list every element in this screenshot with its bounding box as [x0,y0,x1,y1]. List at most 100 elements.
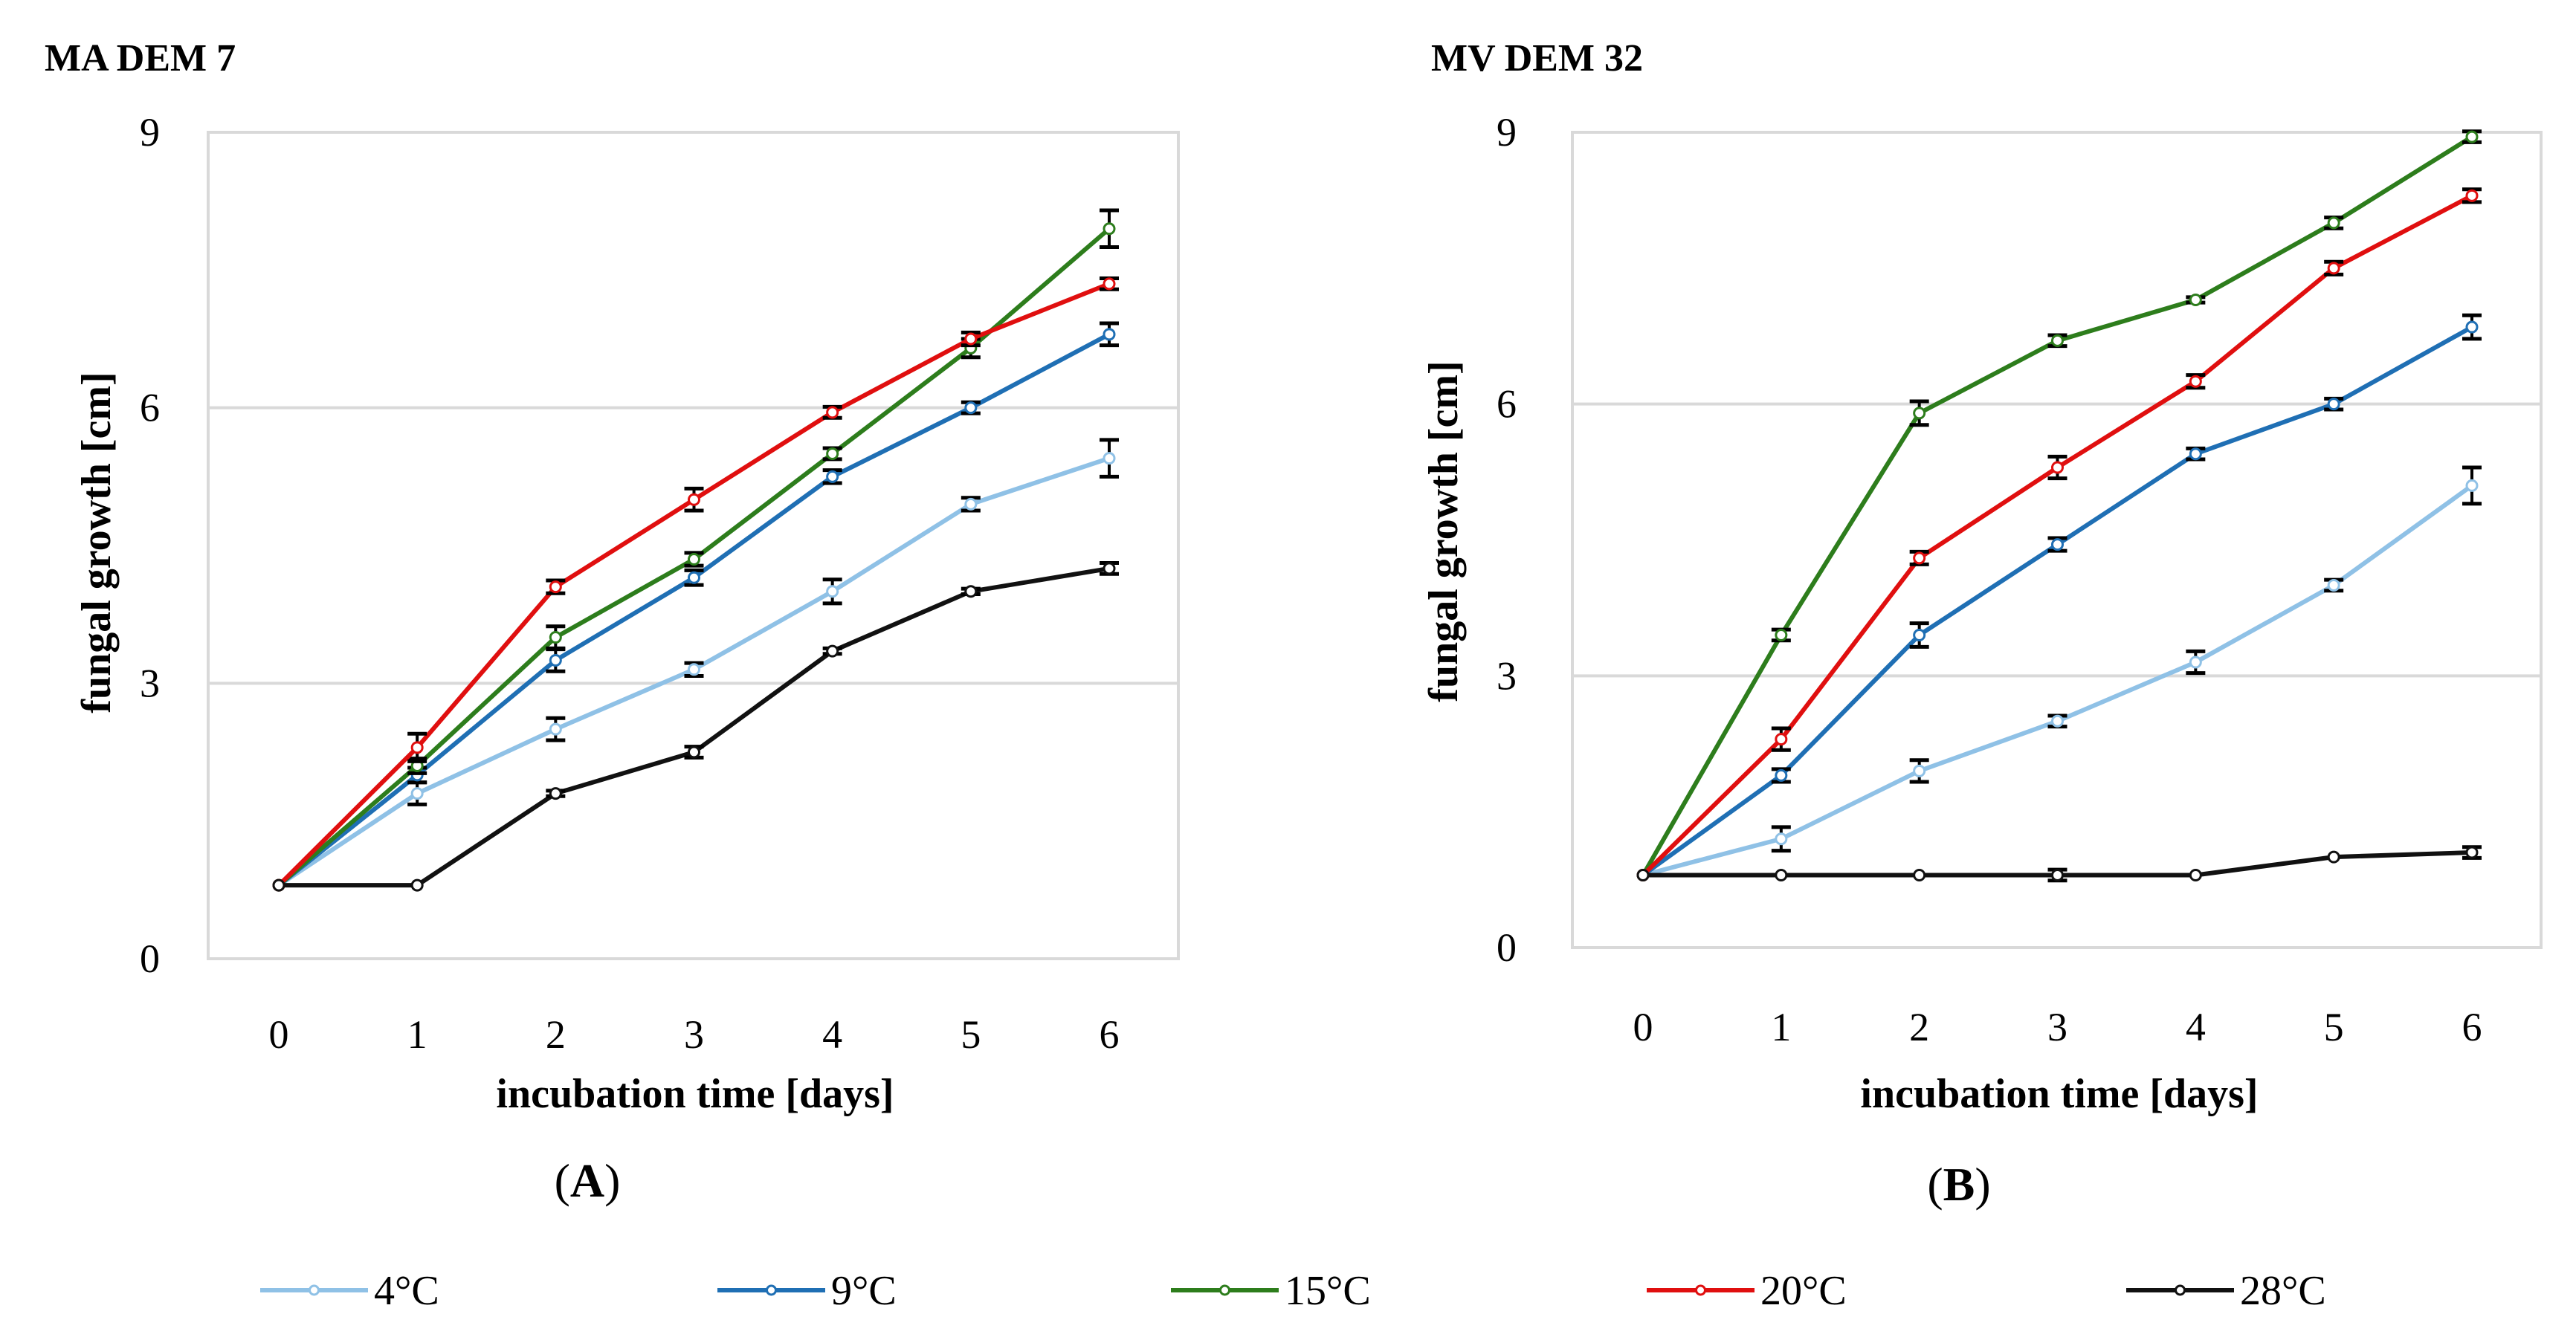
data-point [964,497,978,511]
data-point [410,878,424,892]
data-point [410,787,424,800]
data-point [2189,375,2202,388]
y-tick-label: 3 [1497,653,1517,698]
data-point [1775,832,1788,846]
data-point [2051,714,2064,728]
legend-item-4c: 4°C [260,1268,439,1314]
data-point [688,663,700,676]
series-20c [272,276,1119,892]
data-point [549,653,562,667]
data-point [2051,334,2064,347]
data-point [826,447,839,460]
y-tick-label: 9 [1497,110,1517,155]
x-tick-label: 4 [822,1012,842,1057]
data-point [2465,320,2479,334]
data-point [2189,656,2202,669]
legend-marker [2175,1284,2186,1296]
x-tick-label: 1 [407,1012,427,1057]
x-tick-label: 3 [684,1012,704,1057]
data-point [1913,868,1926,881]
x-tick-label: 0 [269,1012,289,1057]
data-point [964,401,978,415]
data-point [2465,130,2479,143]
data-point [410,741,424,754]
chart-panel-a: MA DEM 7 0 3 6 9 0 1 2 3 4 5 6 incubation time [days… [45,37,1180,1207]
legend: 4°C 9°C 15°C 20°C 28°C [260,1268,2326,1314]
data-point [549,631,562,644]
data-point [1775,868,1788,881]
data-point [1103,277,1116,291]
x-tick-label: 1 [1771,1005,1791,1049]
data-point [1913,407,1926,420]
data-point [1775,733,1788,746]
legend-label: 9°C [831,1268,897,1314]
data-point [826,406,839,419]
data-point [826,585,839,598]
x-tick-label: 6 [1100,1012,1120,1057]
data-point [549,787,562,800]
legend-label: 4°C [374,1268,439,1314]
y-tick-label: 6 [1497,382,1517,427]
data-point [688,745,700,759]
series-line [1642,325,2473,877]
y-tick-label: 0 [140,936,160,981]
data-point [2327,850,2340,864]
data-point [2465,846,2479,859]
data-point [688,571,700,584]
x-tick-label: 5 [961,1012,981,1057]
legend-marker [766,1284,777,1296]
legend-label: 20°C [1760,1268,1847,1314]
series-9c [1636,313,2482,881]
panel-label: (A) [555,1154,621,1207]
x-tick-label: 3 [2047,1005,2067,1049]
x-axis-label: incubation time [days] [1860,1071,2258,1117]
plot-area [207,131,1180,960]
data-point [549,580,562,594]
data-point [2327,398,2340,411]
data-point [2465,189,2479,202]
legend-marker [1219,1284,1230,1296]
y-tick-label: 0 [1497,925,1517,970]
data-point [688,553,700,566]
data-point [1103,562,1116,575]
data-point [272,878,285,892]
legend-label: 28°C [2240,1268,2326,1314]
data-point [964,585,978,598]
data-point [2189,868,2202,881]
y-tick-label: 9 [140,110,160,155]
series-28c [272,560,1119,892]
legend-marker [309,1284,320,1296]
legend-item-20c: 20°C [1647,1268,1847,1314]
data-point [1775,768,1788,782]
chart-title: MA DEM 7 [45,37,236,80]
data-point [826,470,839,483]
plot-area [1571,131,2543,949]
data-point [1103,222,1116,236]
data-point [2327,262,2340,275]
panel-label: (B) [1927,1158,1990,1211]
data-point [1913,551,1926,565]
x-tick-label: 2 [546,1012,566,1057]
series-28c [1636,845,2482,883]
x-tick-label: 2 [1909,1005,1929,1049]
series-line [1641,193,2473,877]
series-line [1641,135,2473,876]
data-point [1103,328,1116,341]
data-point [688,493,700,506]
data-point [1636,868,1650,881]
series-4c [272,438,1119,892]
y-tick-label: 3 [140,661,160,705]
data-point [1913,628,1926,641]
data-point [549,722,562,736]
x-tick-label: 5 [2324,1005,2344,1049]
data-point [2051,868,2064,881]
data-point [2327,578,2340,592]
series-4c [1636,465,2482,881]
legend-marker [1695,1284,1706,1296]
series-15c [1636,129,2482,881]
data-point [964,332,978,346]
data-point [2189,293,2202,306]
series-line [279,566,1110,888]
data-point [1103,452,1116,465]
